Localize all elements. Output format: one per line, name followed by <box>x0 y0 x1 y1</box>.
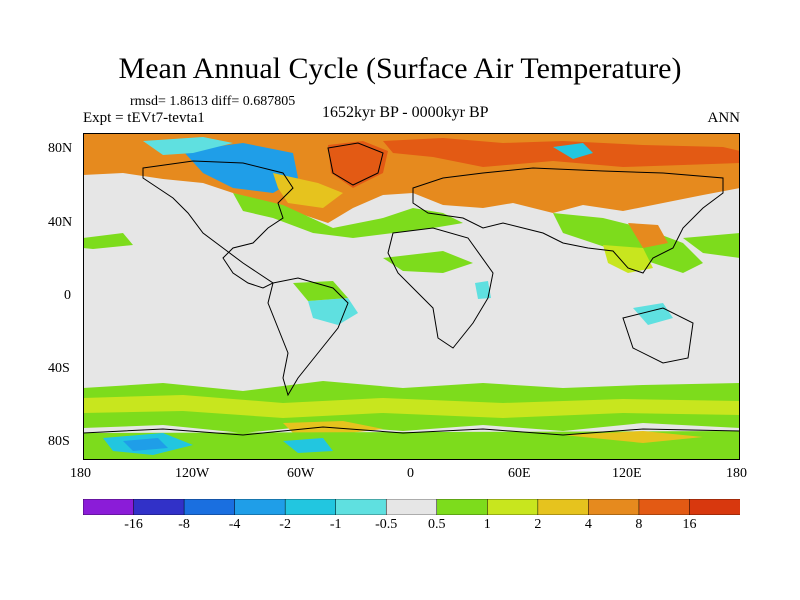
anomaly-region-antarctica-warm <box>563 431 703 443</box>
lat-tick-label: 40N <box>48 215 73 230</box>
colorbar-swatch <box>588 499 640 515</box>
colorbar-swatch <box>638 499 691 515</box>
anomaly-region-antarctica-cool-2 <box>123 438 168 451</box>
anomaly-region-arctic-strong <box>383 138 740 167</box>
colorbar <box>83 499 740 515</box>
colorbar-label: 2 <box>534 517 542 532</box>
coastline-greenland <box>327 142 384 186</box>
lat-tick-label: 40S <box>48 361 70 376</box>
coastline-south-america <box>267 277 349 397</box>
anomaly-region-north-atlantic-green <box>233 193 463 238</box>
lon-tick-label: 0 <box>407 466 414 481</box>
anomaly-region-canada-cool <box>183 143 298 193</box>
colorbar-label: -8 <box>178 517 190 532</box>
coastlines <box>83 142 740 436</box>
colorbar-swatch <box>537 499 590 515</box>
colorbar-label: -0.5 <box>375 517 398 532</box>
anomaly-region-antarctica-cool-3 <box>283 438 333 453</box>
colorbar-label: -1 <box>329 517 342 532</box>
anomaly-region-amazon-cool <box>308 298 358 325</box>
colorbar-label: 1 <box>483 517 491 532</box>
anomaly-region-asia-green <box>553 213 703 273</box>
lon-tick-label: 120E <box>612 466 642 481</box>
anomaly-region-africa-green <box>383 251 473 273</box>
lon-tick-label: 180 <box>70 466 91 481</box>
colorbar-swatch <box>83 499 135 515</box>
anomaly-region-arctic-cool <box>553 143 593 159</box>
season-label: ANN <box>707 110 741 126</box>
anomaly-region-atlantic-warm <box>273 173 343 208</box>
colorbar-label: 0.5 <box>428 517 446 532</box>
colorbar-swatch <box>234 499 286 515</box>
colorbar-swatch <box>385 499 438 515</box>
lat-tick-label: 80S <box>48 434 70 449</box>
page-title: Mean Annual Cycle (Surface Air Temperatu… <box>118 52 682 85</box>
map-panel <box>83 133 740 460</box>
colorbar-label: -2 <box>279 517 291 532</box>
lat-tick-label: 80N <box>48 141 73 156</box>
colorbar-swatch <box>133 499 185 515</box>
map-frame <box>83 133 740 460</box>
coastline-africa <box>387 227 494 349</box>
coastline-australia <box>622 307 694 364</box>
anomaly-region-canada-cool-light <box>143 137 233 155</box>
lon-tick-label: 60E <box>508 466 531 481</box>
colorbar-label: 16 <box>682 517 697 532</box>
coastline-eurasia <box>412 167 724 274</box>
anomaly-region-antarctica-green <box>83 431 740 460</box>
coastline-antarctica <box>83 426 740 436</box>
lat-tick-label: 0 <box>64 288 71 303</box>
anomaly-region-south-america-green <box>293 281 348 301</box>
lon-tick-label: 120W <box>175 466 210 481</box>
colorbar-swatch <box>689 499 740 515</box>
anomaly-region-china-warm <box>628 223 668 248</box>
anomaly-region-southern-ocean-yellow <box>83 395 740 418</box>
colorbar-label: -16 <box>124 517 143 532</box>
anomaly-region-north-pacific-green <box>683 233 740 258</box>
colorbar-swatch <box>436 499 489 515</box>
coastline-north-america <box>142 160 294 289</box>
colorbar-label: 4 <box>584 517 592 532</box>
experiment-label: Expt = tEVt7-tevta1 <box>83 110 205 126</box>
stats-label: rmsd= 1.8613 diff= 0.687805 <box>130 94 296 109</box>
colorbar-label: -4 <box>228 517 241 532</box>
anomaly-region-greenland-warm <box>328 141 388 188</box>
colorbar-label: 8 <box>635 517 643 532</box>
colorbar-swatch <box>284 499 337 515</box>
colorbar-swatch <box>487 499 539 515</box>
anomaly-region-east-africa-cool <box>475 281 491 299</box>
anomaly-region-india-green <box>603 245 653 273</box>
colorbar-swatch <box>183 499 236 515</box>
colorbar-swatch <box>335 499 387 515</box>
lon-tick-label: 180 <box>726 466 747 481</box>
anomaly-region-west-pacific-green <box>83 233 133 249</box>
period-label: 1652kyr BP - 0000kyr BP <box>322 104 489 121</box>
lon-tick-label: 60W <box>287 466 315 481</box>
